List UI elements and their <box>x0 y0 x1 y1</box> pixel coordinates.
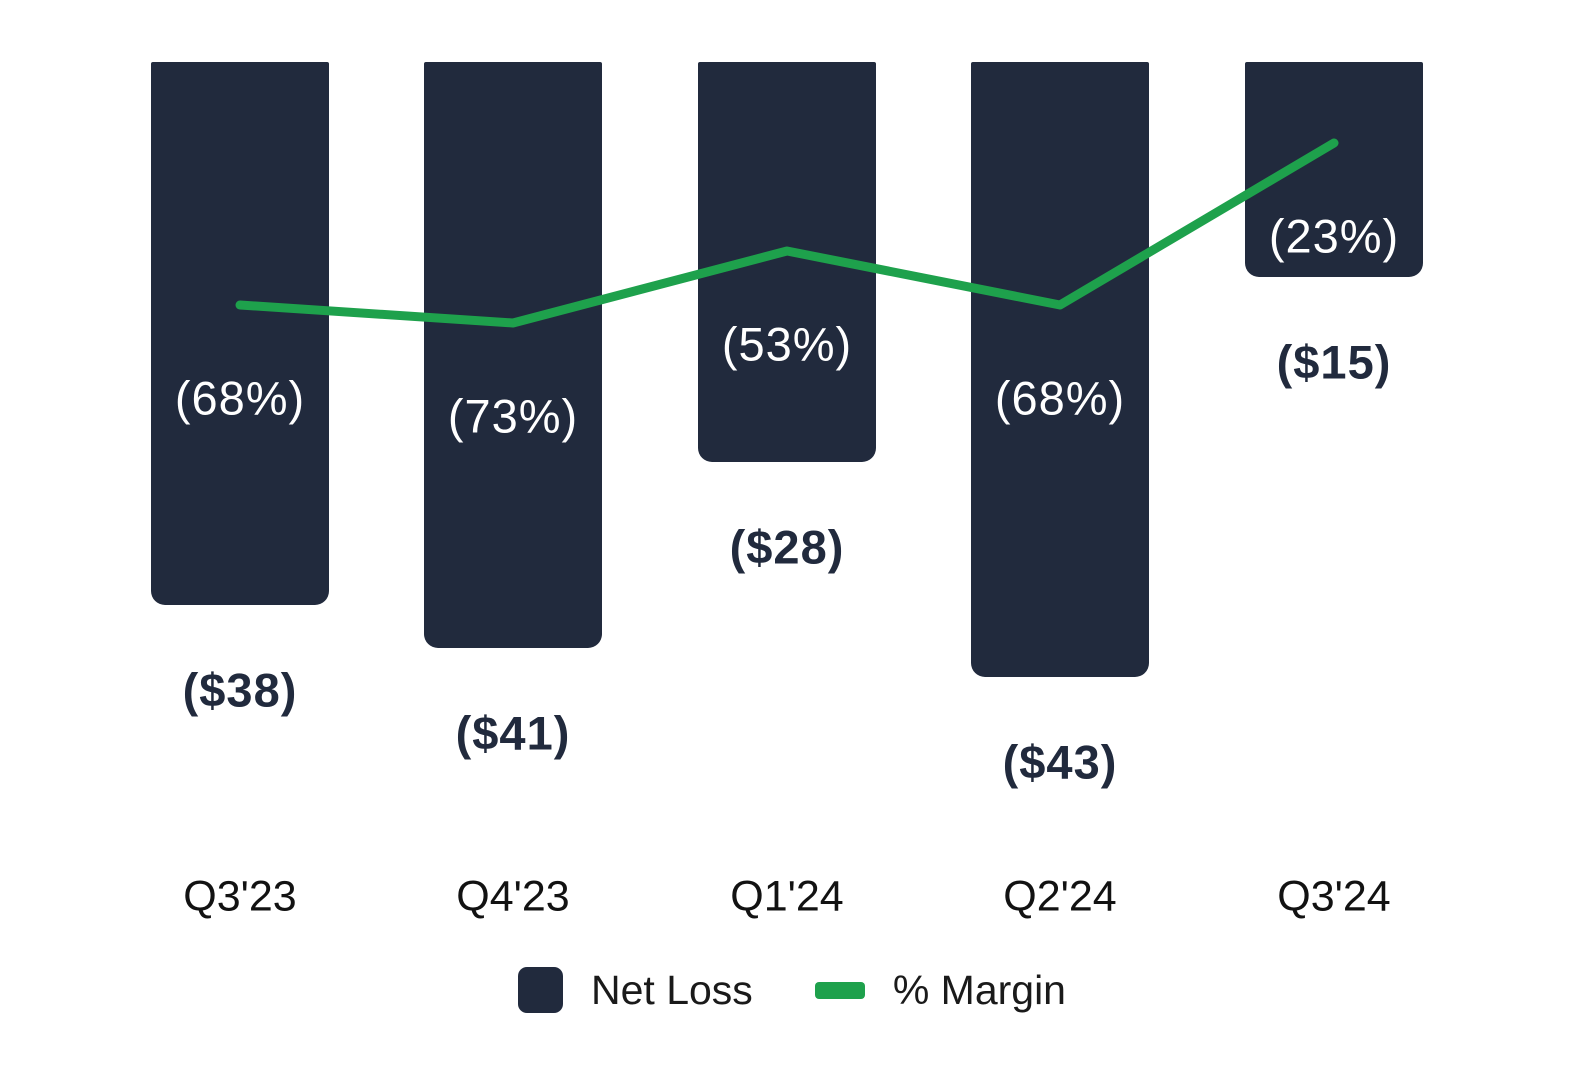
margin-pct-label: (68%) <box>174 371 306 425</box>
net-loss-value-label: ($43) <box>1002 735 1118 789</box>
x-axis-tick-label: Q1'24 <box>730 872 844 921</box>
net-loss-bar <box>424 62 602 649</box>
net-loss-swatch-icon <box>518 967 563 1013</box>
x-axis-tick-label: Q4'23 <box>456 872 570 921</box>
legend-item-margin: % Margin <box>814 966 1066 1014</box>
net-loss-bar <box>151 62 329 606</box>
net-loss-bar <box>1245 62 1423 277</box>
margin-pct-label: (53%) <box>721 317 853 371</box>
x-axis-tick-label: Q3'24 <box>1277 872 1391 921</box>
net-loss-value-label: ($15) <box>1276 335 1392 388</box>
margin-pct-label: (23%) <box>1268 209 1400 263</box>
x-axis-tick-label: Q2'24 <box>1003 872 1117 921</box>
legend-label-margin: % Margin <box>892 966 1066 1013</box>
net-loss-bar <box>698 62 876 463</box>
legend: Net Loss % Margin <box>0 962 1584 1018</box>
margin-line-swatch-icon <box>814 981 865 999</box>
legend-item-net-loss: Net Loss <box>518 967 753 1014</box>
net-loss-value-label: ($28) <box>729 520 845 574</box>
legend-label-net-loss: Net Loss <box>591 966 753 1013</box>
margin-pct-label: (68%) <box>994 371 1126 425</box>
x-axis-tick-label: Q3'23 <box>183 872 297 921</box>
net-loss-bar <box>971 62 1149 677</box>
net-loss-value-label: ($38) <box>182 663 298 717</box>
margin-line-series <box>235 138 1339 328</box>
margin-pct-label: (73%) <box>447 389 579 443</box>
net-loss-value-label: ($41) <box>455 706 571 760</box>
